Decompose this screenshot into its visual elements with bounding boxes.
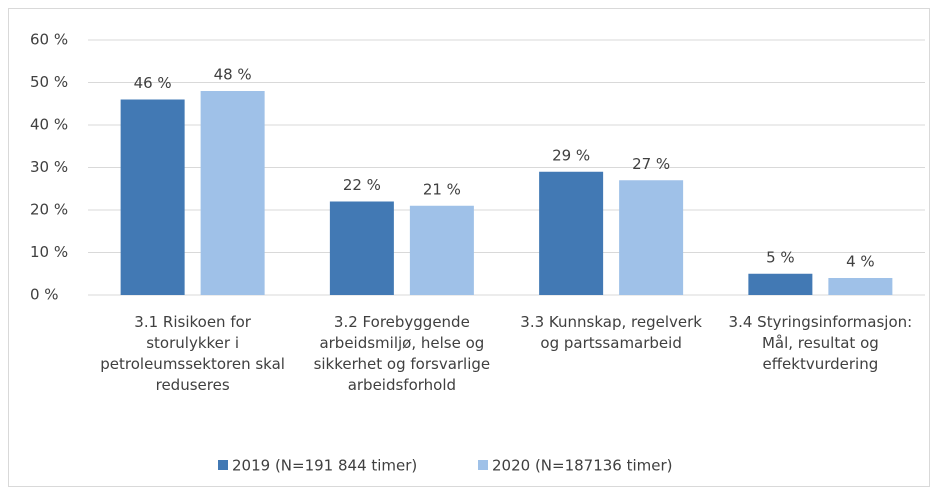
- x-tick-label: 3.1 Risikoen for storulykker i petroleum…: [100, 313, 285, 394]
- bar: [329, 201, 394, 295]
- bar: [748, 273, 813, 295]
- bar: [619, 180, 684, 295]
- x-tick-label: 3.4 Styringsinformasjon: Mål, resultat o…: [728, 313, 913, 373]
- y-tick-label: 50 %: [30, 73, 68, 91]
- y-tick-label: 30 %: [30, 158, 68, 176]
- bar: [120, 99, 185, 295]
- legend-swatch: [218, 460, 228, 470]
- bar: [539, 171, 604, 295]
- bar: [200, 91, 265, 295]
- data-label: 27 %: [632, 155, 670, 173]
- y-tick-label: 60 %: [30, 31, 68, 49]
- data-label: 21 %: [423, 180, 461, 198]
- data-label: 46 %: [134, 74, 172, 92]
- data-label: 22 %: [343, 176, 381, 194]
- data-label: 29 %: [552, 146, 590, 164]
- y-tick-label: 40 %: [30, 116, 68, 134]
- data-label: 4 %: [846, 253, 875, 271]
- legend-label: 2019 (N=191 844 timer): [232, 457, 417, 475]
- data-label: 48 %: [214, 66, 252, 84]
- x-tick-label: 3.2 Forebyggende arbeidsmiljø, helse og …: [313, 313, 491, 394]
- y-tick-label: 0 %: [30, 286, 59, 304]
- bar: [828, 278, 893, 295]
- y-tick-label: 10 %: [30, 243, 68, 261]
- x-tick-label: 3.3 Kunnskap, regelverk og partssamarbei…: [520, 313, 702, 352]
- legend-label: 2020 (N=187136 timer): [492, 457, 673, 475]
- data-label: 5 %: [766, 248, 795, 266]
- bar: [409, 205, 474, 295]
- y-tick-label: 20 %: [30, 201, 68, 219]
- legend-swatch: [478, 460, 488, 470]
